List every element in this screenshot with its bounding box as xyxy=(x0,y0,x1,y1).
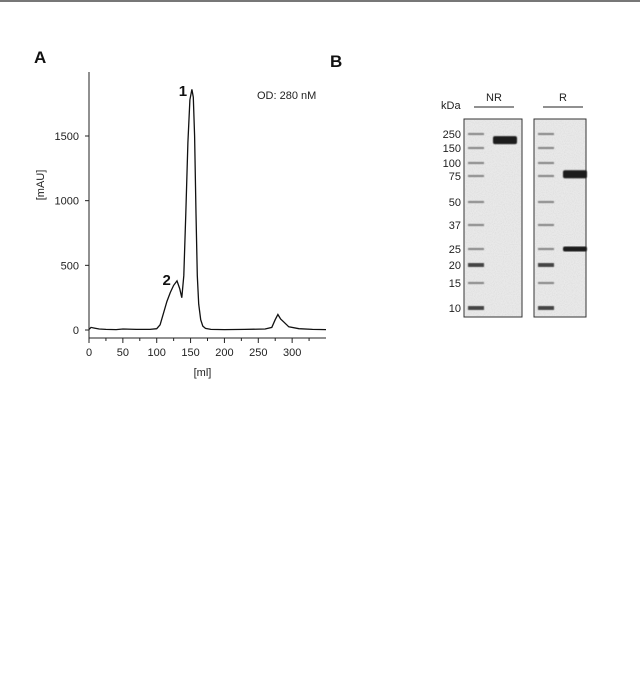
y-tick-label: 500 xyxy=(61,260,79,272)
panel-label-a: A xyxy=(34,48,47,67)
gel-texture xyxy=(465,120,521,316)
gel-texture xyxy=(535,120,585,316)
lane-header: R xyxy=(559,92,567,104)
x-tick-label: 0 xyxy=(86,347,92,359)
marker-band xyxy=(538,146,554,150)
y-tick-label: 1000 xyxy=(55,196,79,208)
mw-label: 150 xyxy=(443,143,461,155)
marker-band xyxy=(538,281,554,285)
x-tick-label: 200 xyxy=(215,347,233,359)
y-tick-label: 1500 xyxy=(55,131,79,143)
x-tick-label: 100 xyxy=(148,347,166,359)
marker-band xyxy=(538,263,554,267)
od-annotation: OD: 280 nM xyxy=(257,90,316,102)
marker-band xyxy=(468,306,484,310)
peak-label: 2 xyxy=(163,272,171,289)
marker-band xyxy=(468,247,484,251)
x-tick-label: 50 xyxy=(117,347,129,359)
marker-band xyxy=(468,146,484,150)
peak-label: 1 xyxy=(179,83,187,100)
chart-ticks: 0 500 1000 1500 0 50 100 150 200 250 300 xyxy=(55,131,310,359)
mw-label: 15 xyxy=(449,278,461,290)
lane-header: NR xyxy=(486,92,502,104)
mw-label: 20 xyxy=(449,260,461,272)
y-axis-label: [mAU] xyxy=(35,170,47,201)
marker-band xyxy=(468,263,484,267)
sample-band xyxy=(493,136,517,145)
marker-band xyxy=(538,223,554,227)
kda-unit-label: kDa xyxy=(441,100,461,112)
marker-ladder xyxy=(468,132,554,310)
marker-band xyxy=(538,306,554,310)
top-rule xyxy=(0,0,640,2)
panel-label-b: B xyxy=(330,52,343,71)
marker-band xyxy=(538,174,554,178)
mw-label: 10 xyxy=(449,303,461,315)
x-axis-label: [ml] xyxy=(194,367,212,379)
mw-label: 100 xyxy=(443,158,461,170)
mw-label: 75 xyxy=(449,171,461,183)
y-tick-label: 0 xyxy=(73,325,79,337)
marker-band xyxy=(468,174,484,178)
absorbance-trace xyxy=(88,89,327,331)
x-tick-label: 300 xyxy=(283,347,301,359)
mw-label: 37 xyxy=(449,220,461,232)
lane-headers: NR R xyxy=(474,92,583,108)
marker-band xyxy=(468,200,484,204)
sample-bands xyxy=(493,136,587,252)
sample-band xyxy=(563,170,587,179)
marker-band xyxy=(468,223,484,227)
marker-band xyxy=(538,132,554,136)
sample-band xyxy=(563,246,587,252)
marker-band xyxy=(468,281,484,285)
mw-label: 250 xyxy=(443,129,461,141)
mw-label: 50 xyxy=(449,197,461,209)
x-tick-label: 150 xyxy=(181,347,199,359)
marker-band xyxy=(538,247,554,251)
marker-band xyxy=(538,200,554,204)
x-tick-label: 250 xyxy=(249,347,267,359)
mw-label: 25 xyxy=(449,244,461,256)
marker-band xyxy=(468,132,484,136)
marker-band xyxy=(468,161,484,165)
marker-band xyxy=(538,161,554,165)
peak-labels: 12 xyxy=(163,83,188,289)
